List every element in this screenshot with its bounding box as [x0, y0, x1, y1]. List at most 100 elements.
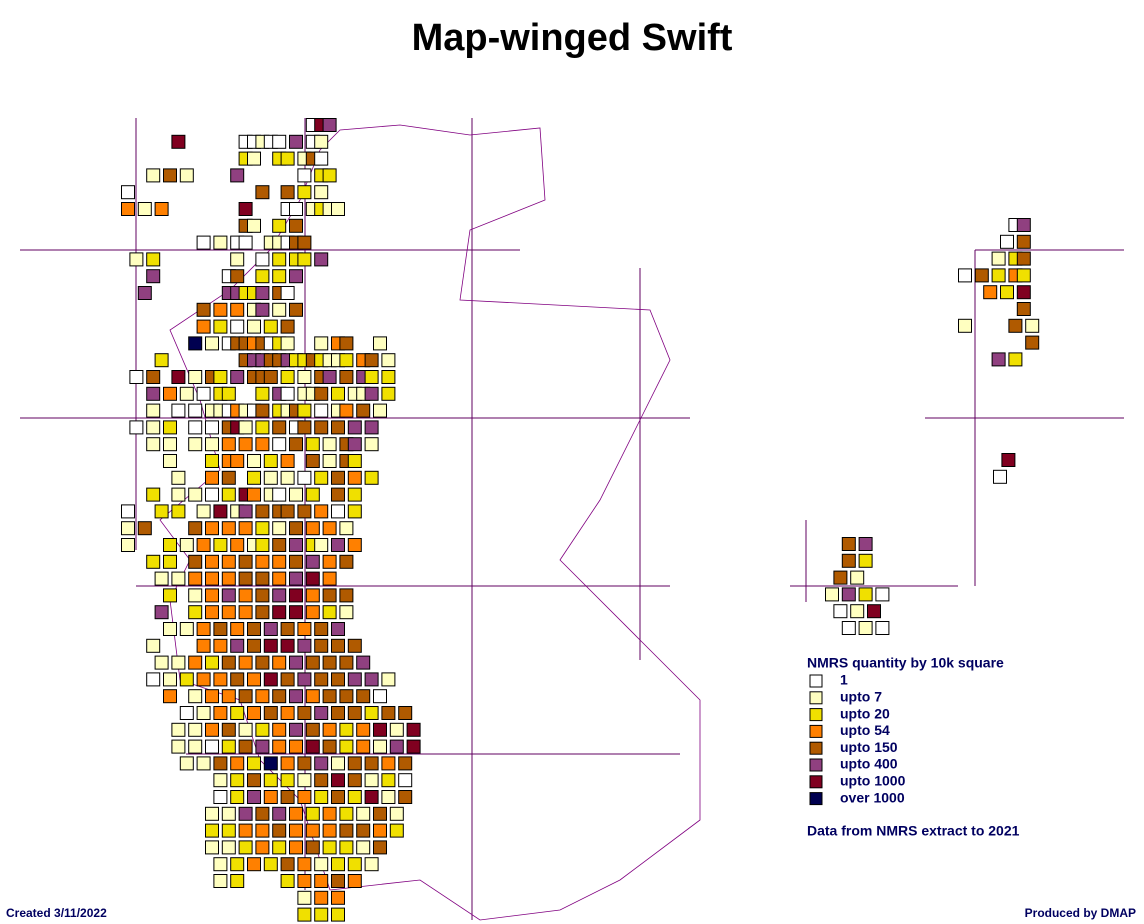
grid-square: [213, 235, 228, 250]
grid-square: [230, 538, 245, 552]
grid-square: [196, 319, 211, 334]
grid-square: [983, 285, 998, 300]
grid-square: [121, 504, 135, 519]
grid-square: [154, 605, 169, 620]
grid-square: [263, 319, 278, 334]
grid-square: [146, 252, 161, 267]
grid-square: [196, 386, 211, 401]
grid-square: [255, 538, 270, 552]
grid-square: [322, 605, 337, 620]
grid-square: [146, 269, 161, 284]
grid-square: [858, 587, 873, 602]
grid-square: [297, 168, 312, 183]
grid-square: [129, 252, 144, 267]
grid-square: [230, 269, 245, 284]
grid-square: [255, 571, 270, 586]
grid-square: [163, 588, 177, 603]
grid-square: [255, 504, 270, 519]
grid-square: [297, 420, 312, 435]
grid-square: [322, 722, 337, 737]
grid-square: [364, 756, 379, 771]
grid-square: [255, 722, 270, 737]
grid-square: [146, 403, 161, 418]
grid-square: [347, 638, 362, 653]
legend-label: upto 1000: [840, 773, 906, 789]
grid-square: [196, 622, 211, 636]
grid-square: [289, 302, 303, 317]
grid-square: [213, 773, 228, 788]
grid-square: [188, 722, 203, 737]
grid-square: [305, 521, 320, 536]
grid-square: [339, 521, 354, 536]
grid-square: [230, 672, 245, 687]
grid-square: [247, 638, 261, 653]
grid-square: [339, 689, 354, 704]
grid-square: [188, 403, 203, 418]
grid-square: [163, 454, 177, 468]
data-source: Data from NMRS extract to 2021: [807, 823, 1020, 839]
grid-square: [289, 269, 303, 284]
grid-square: [347, 874, 362, 888]
grid-square: [280, 874, 295, 888]
grid-square: [314, 252, 329, 267]
grid-square: [347, 420, 362, 435]
grid-square: [221, 487, 236, 502]
legend-label: over 1000: [840, 789, 905, 805]
grid-square: [297, 504, 312, 519]
grid-square: [272, 538, 287, 552]
grid-square: [255, 655, 270, 670]
grid-square: [230, 756, 245, 771]
grid-square: [280, 286, 295, 300]
grid-square: [322, 571, 337, 586]
grid-square: [171, 370, 186, 384]
grid-square: [255, 185, 270, 200]
grid-square: [364, 353, 379, 368]
grid-square: [213, 622, 228, 636]
grid-square: [238, 554, 253, 569]
grid-square: [339, 655, 354, 670]
grid-square: [154, 655, 169, 670]
grid-square: [205, 470, 219, 485]
grid-square: [196, 638, 211, 653]
grid-square: [347, 504, 362, 519]
grid-square: [398, 756, 413, 771]
grid-square: [171, 504, 186, 519]
grid-square: [339, 588, 354, 603]
grid-square: [221, 840, 236, 855]
grid-square: [146, 386, 161, 401]
grid-square: [263, 756, 278, 771]
grid-square: [137, 286, 152, 300]
grid-square: [255, 554, 270, 569]
grid-square: [305, 605, 320, 620]
grid-square: [146, 168, 161, 183]
grid-square: [339, 370, 354, 384]
grid-square: [1016, 234, 1031, 249]
grid-square: [322, 823, 337, 838]
grid-square: [263, 706, 278, 720]
grid-square: [280, 773, 295, 788]
grid-square: [339, 806, 354, 821]
grid-square: [1000, 285, 1014, 300]
grid-square: [196, 538, 211, 552]
grid-square: [179, 706, 194, 720]
legend-label: upto 7: [840, 689, 882, 705]
grid-square: [331, 790, 345, 804]
grid-square: [314, 386, 329, 401]
grid-square: [289, 840, 303, 855]
grid-square: [297, 638, 312, 653]
grid-square: [289, 588, 303, 603]
grid-square: [280, 185, 295, 200]
grid-square: [305, 806, 320, 821]
legend-label: upto 150: [840, 739, 898, 755]
grid-square: [331, 756, 345, 771]
grid-square: [255, 823, 270, 838]
grid-square: [255, 588, 270, 603]
grid-square: [858, 553, 873, 568]
grid-square: [238, 823, 253, 838]
grid-square: [289, 134, 303, 149]
grid-square: [339, 336, 354, 351]
grid-square: [238, 437, 253, 452]
grid-square: [850, 570, 865, 585]
legend-swatch: [809, 708, 823, 722]
grid-square: [238, 840, 253, 855]
